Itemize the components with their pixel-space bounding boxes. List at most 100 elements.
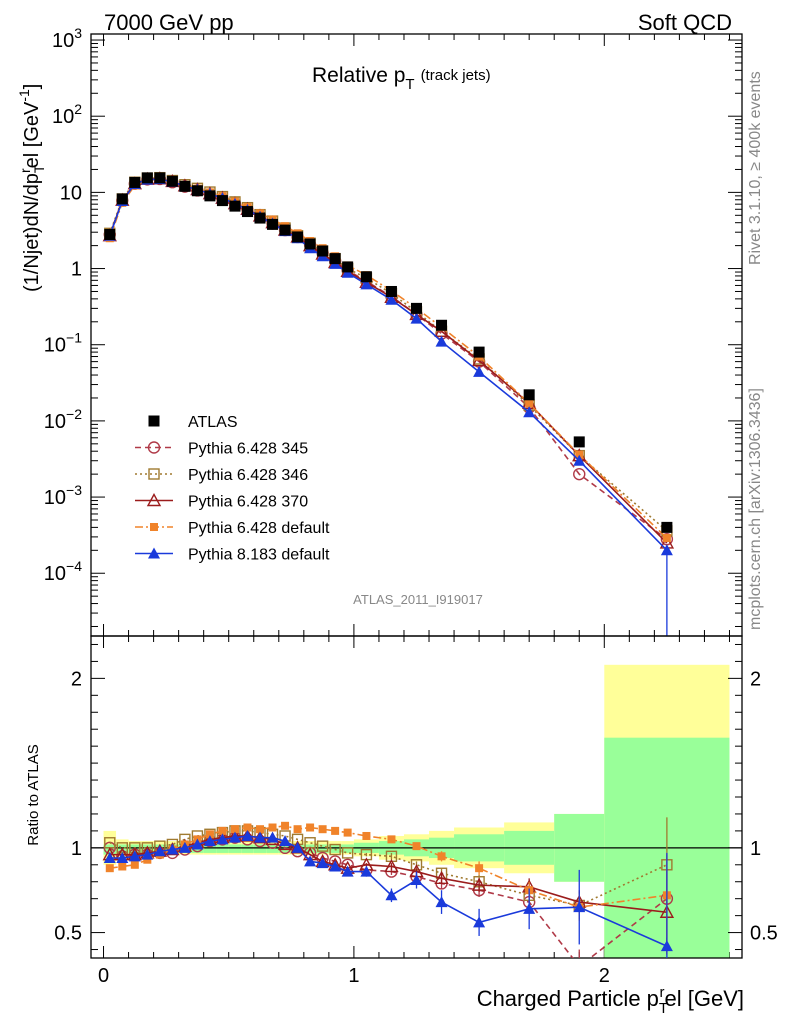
ratio-point-pythia-8-183-default (279, 835, 292, 847)
ratio-point-pythia-6-428-default (118, 862, 127, 871)
point-atlas (154, 172, 166, 184)
point-pythia-8-183-default (410, 312, 423, 324)
ratio-line-pythia-8-183-default (109, 835, 668, 947)
ratio-tick-label-right: 2 (750, 668, 761, 690)
plot-title: Relative pT(track jets) (312, 64, 491, 93)
point-atlas (473, 346, 485, 358)
category-label: Soft QCD (638, 10, 732, 35)
ratio-point-pythia-8-183-default (153, 845, 166, 857)
ratio-point-pythia-8-183-default (341, 865, 354, 877)
ratio-point-pythia-8-183-default (203, 835, 216, 847)
point-pythia-8-183-default (573, 454, 586, 466)
ratio-point-pythia-6-428-default (331, 826, 340, 835)
point-atlas (166, 175, 178, 187)
point-pythia-8-183-default (385, 293, 398, 305)
ratio-point-pythia-8-183-default (329, 860, 342, 872)
point-pythia-6-428-default (525, 399, 534, 408)
y-tick-label: 10 (60, 182, 82, 204)
ratio-point-pythia-8-183-default (178, 841, 191, 853)
ratio-point-pythia-8-183-default (141, 848, 154, 860)
ratio-point-pythia-6-428-345 (574, 961, 585, 972)
point-atlas (216, 195, 228, 207)
y-tick-label: 103 (52, 25, 82, 52)
ratio-point-pythia-6-428-default (230, 825, 239, 834)
ratio-point-pythia-8-183-default (291, 841, 304, 853)
ratio-point-pythia-8-183-default (216, 833, 229, 845)
line-pythia-6-428-default (109, 178, 668, 539)
point-atlas (267, 218, 279, 230)
ratio-point-pythia-8-183-default (241, 829, 254, 841)
point-pythia-8-183-default (523, 406, 536, 418)
point-atlas (304, 238, 316, 250)
x-tick-label: 1 (348, 965, 359, 987)
x-tick-label: 0 (98, 965, 109, 987)
legend-marker-pythia-6-428-346 (148, 468, 160, 480)
ratio-tick-label-left: 1 (71, 838, 82, 860)
stat-band (328, 844, 342, 853)
y-tick-label: 10−4 (44, 558, 82, 585)
ratio-point-pythia-6-428-default (143, 855, 152, 864)
point-pythia-6-428-default (575, 450, 584, 459)
stat-band (253, 844, 267, 853)
ratio-point-pythia-8-183-default (166, 843, 179, 855)
ratio-point-pythia-8-183-default (360, 865, 373, 877)
point-atlas (141, 172, 153, 184)
point-atlas (254, 212, 266, 224)
legend-label-atlas: ATLAS (188, 414, 238, 431)
point-pythia-8-183-default (360, 278, 373, 290)
point-atlas (329, 253, 341, 265)
stat-band (216, 844, 229, 853)
legend-marker-atlas (148, 415, 160, 427)
line-pythia-6-428-346 (109, 176, 668, 532)
main-series-group (102, 171, 675, 636)
stat-band (341, 844, 354, 853)
ratio-point-pythia-8-183-default (228, 831, 241, 843)
ratio-y-axis-label: Ratio to ATLAS (25, 744, 42, 845)
point-pythia-8-183-default (435, 335, 448, 347)
ratio-point-pythia-8-183-default (385, 889, 398, 901)
x-tick-label: 2 (599, 965, 610, 987)
ratio-point-pythia-6-428-default (437, 852, 446, 861)
ratio-point-pythia-6-428-default (218, 826, 227, 835)
ratio-point-pythia-8-183-default (254, 831, 267, 843)
point-atlas (104, 228, 116, 240)
ratio-point-pythia-8-183-default (128, 850, 141, 862)
line-pythia-8-183-default (109, 178, 668, 551)
ratio-point-pythia-6-428-default (306, 823, 315, 832)
point-pythia-6-428-345 (573, 467, 586, 481)
ratio-point-pythia-6-428-346 (329, 843, 341, 856)
line-pythia-6-428-370 (109, 177, 668, 544)
rivet-label: Rivet 3.1.10, ≥ 400k events (747, 71, 764, 265)
ratio-point-pythia-6-428-370 (434, 870, 449, 885)
ratio-line-pythia-6-428-default (109, 824, 667, 908)
energy-label: 7000 GeV pp (104, 10, 234, 35)
ratio-point-pythia-8-183-default (103, 852, 116, 864)
point-atlas (436, 319, 448, 331)
x-axis-label: Charged Particle pTrel [GeV] (477, 984, 744, 1017)
ratio-point-pythia-6-428-370 (384, 859, 399, 873)
ratio-point-pythia-6-428-default (205, 830, 214, 839)
point-atlas (342, 261, 354, 273)
ratio-series-group (102, 817, 675, 972)
stat-band (203, 844, 217, 853)
ratio-point-pythia-6-428-default (243, 823, 252, 832)
ratio-point-pythia-8-183-default (473, 916, 486, 928)
stat-band (316, 844, 329, 853)
ratio-point-pythia-8-183-default (523, 902, 536, 914)
point-atlas (191, 185, 203, 197)
ratio-point-pythia-6-428-370 (471, 877, 487, 891)
point-atlas (661, 521, 673, 533)
ratio-tick-label-right: 1 (750, 838, 761, 860)
legend-marker-pythia-6-428-default (150, 523, 158, 531)
mcplots-label: mcplots.cern.ch [arXiv:1306.3436] (747, 388, 764, 630)
ratio-point-pythia-6-428-default (412, 842, 421, 851)
point-atlas (523, 389, 535, 401)
legend-label-pythia-6-428-default: Pythia 6.428 default (188, 520, 330, 537)
point-pythia-8-183-default (473, 365, 486, 377)
ratio-tick-label-left: 0.5 (54, 923, 82, 945)
point-atlas (129, 176, 141, 188)
y-tick-label: 10−1 (44, 330, 82, 357)
point-pythia-8-183-default (660, 544, 673, 556)
y-axis-label: (1/Njet)dN/dpTrel [GeV-1] (16, 84, 47, 292)
